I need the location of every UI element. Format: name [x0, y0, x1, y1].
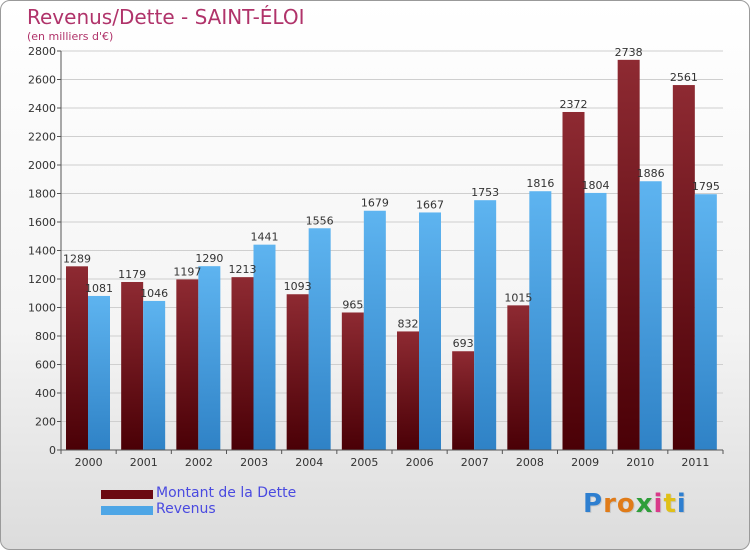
- x-tick-label: 2005: [350, 456, 378, 469]
- data-label-dette: 1197: [173, 265, 201, 278]
- data-label-dette: 1289: [63, 252, 91, 265]
- data-label-dette: 2561: [670, 71, 698, 84]
- y-tick-label: 2400: [28, 102, 56, 115]
- bar-dette: [562, 111, 585, 451]
- data-label-dette: 693: [453, 337, 474, 350]
- proxiti-logo: Proxiti: [583, 489, 687, 519]
- data-label-revenus: 1816: [526, 177, 554, 190]
- data-label-revenus: 1804: [582, 179, 610, 192]
- x-tick-label: 2007: [461, 456, 489, 469]
- data-label-dette: 2372: [560, 98, 588, 111]
- data-label-revenus: 1667: [416, 198, 444, 211]
- bar-dette: [452, 351, 475, 450]
- data-label-dette: 832: [398, 317, 419, 330]
- bar-revenus: [253, 244, 276, 450]
- data-label-dette: 2738: [615, 46, 643, 59]
- bar-revenus: [694, 194, 717, 450]
- bar-dette: [66, 266, 88, 450]
- bar-dette: [231, 277, 254, 450]
- chart-title: Revenus/Dette - SAINT-ÉLOI: [27, 5, 305, 29]
- data-label-revenus: 1556: [306, 214, 334, 227]
- x-tick-label: 2006: [406, 456, 434, 469]
- data-label-revenus: 1290: [195, 252, 223, 265]
- bar-dette: [617, 59, 640, 451]
- y-tick-label: 2200: [28, 131, 56, 144]
- data-label-revenus: 1795: [692, 180, 720, 193]
- x-tick-label: 2002: [185, 456, 213, 469]
- bar-dette: [397, 331, 419, 450]
- x-tick-label: 2000: [75, 456, 103, 469]
- y-tick-label: 2800: [28, 45, 56, 58]
- y-tick-label: 200: [35, 416, 56, 429]
- x-tick-label: 2009: [571, 456, 599, 469]
- data-label-dette: 1213: [229, 263, 257, 276]
- data-label-dette: 965: [342, 298, 363, 311]
- bar-revenus: [363, 210, 386, 450]
- data-label-revenus: 1046: [140, 287, 168, 300]
- x-tick-label: 2008: [516, 456, 544, 469]
- bar-revenus: [198, 266, 221, 450]
- bar-revenus: [474, 200, 497, 450]
- x-tick-label: 2001: [130, 456, 158, 469]
- bar-revenus: [639, 181, 662, 450]
- data-label-revenus: 1886: [637, 167, 665, 180]
- bar-dette: [672, 85, 695, 451]
- y-tick-label: 0: [49, 444, 56, 457]
- y-tick-label: 1400: [28, 245, 56, 258]
- x-tick-label: 2010: [626, 456, 654, 469]
- data-label-revenus: 1753: [471, 186, 499, 199]
- x-tick-label: 2004: [295, 456, 323, 469]
- y-tick-label: 400: [35, 387, 56, 400]
- y-tick-label: 2000: [28, 159, 56, 172]
- legend-swatch-revenus: [101, 506, 153, 515]
- y-tick-label: 800: [35, 330, 56, 343]
- x-tick-label: 2003: [240, 456, 268, 469]
- bar-revenus: [308, 228, 331, 450]
- data-label-revenus: 1081: [85, 282, 113, 295]
- y-tick-label: 1000: [28, 302, 56, 315]
- data-label-dette: 1015: [504, 291, 532, 304]
- bar-dette: [121, 281, 144, 450]
- bar-dette: [176, 279, 199, 450]
- chart-subtitle: (en milliers d'€): [27, 30, 114, 43]
- bar-revenus: [419, 212, 441, 450]
- legend-label-dette: Montant de la Dette: [156, 485, 297, 501]
- x-tick-label: 2011: [681, 456, 709, 469]
- legend-label-revenus: Revenus: [156, 501, 216, 517]
- data-label-dette: 1179: [118, 268, 146, 281]
- bar-dette: [341, 312, 364, 450]
- bar-dette: [286, 294, 309, 450]
- y-tick-label: 1600: [28, 216, 56, 229]
- bar-revenus: [529, 191, 552, 450]
- y-tick-label: 1200: [28, 273, 56, 286]
- data-label-dette: 1093: [284, 280, 312, 293]
- bar-revenus: [584, 192, 607, 450]
- y-tick-label: 1800: [28, 188, 56, 201]
- bar-revenus: [143, 300, 166, 450]
- bar-revenus: [88, 295, 110, 450]
- legend-swatch-dette: [101, 490, 153, 499]
- y-tick-label: 2600: [28, 74, 56, 87]
- bar-dette: [507, 305, 530, 450]
- data-label-revenus: 1679: [361, 197, 389, 210]
- data-label-revenus: 1441: [251, 231, 279, 244]
- y-tick-label: 600: [35, 359, 56, 372]
